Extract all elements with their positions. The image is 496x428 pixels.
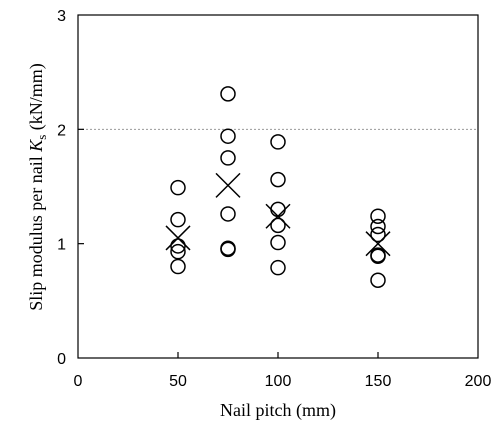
mean-marker-stroke [215, 172, 241, 198]
data-point-circle [270, 201, 286, 218]
data-point-circle [220, 206, 236, 222]
data-point-circle [220, 86, 236, 102]
x-axis-title: Nail pitch (mm) [220, 400, 336, 421]
x-tick-label: 150 [365, 373, 392, 390]
mean-marker-stroke [265, 203, 291, 229]
data-point-circle [270, 259, 286, 276]
data-points [165, 86, 391, 289]
mean-marker-x [365, 231, 391, 257]
data-point-circle [270, 134, 286, 150]
data-point-circle [170, 243, 186, 260]
y-axis-title-subscript: s [34, 135, 49, 140]
x-tick-label: 200 [465, 373, 492, 390]
data-point-circle [370, 247, 386, 263]
mean-marker-x [165, 225, 191, 251]
y-axis-title-prefix: Slip modulus per nail [26, 152, 46, 311]
data-point-circle [370, 272, 386, 289]
y-axis-title-suffix: (kN/mm) [26, 63, 47, 135]
data-point-circle [220, 150, 236, 166]
data-point-circle [220, 128, 236, 144]
data-point-circle [370, 218, 386, 235]
data-point-circle [170, 179, 186, 196]
y-tick-label: 0 [57, 351, 66, 368]
mean-marker-x [215, 172, 241, 198]
data-point-circle [220, 241, 236, 258]
y-tick-label: 2 [57, 122, 66, 139]
data-point-circle [270, 217, 286, 234]
mean-marker-stroke [365, 231, 391, 257]
data-point-circle [170, 258, 186, 275]
data-point-circle [220, 240, 236, 256]
data-point-circle [370, 226, 386, 243]
mean-marker-x [265, 203, 291, 229]
y-tick-label: 1 [57, 237, 66, 254]
axis-ticks: 0 50 100 150 200 0 1 2 3 [57, 8, 491, 390]
data-point-circle [370, 208, 386, 224]
x-tick-label: 0 [74, 373, 83, 390]
data-point-circle [370, 248, 386, 264]
mean-marker-stroke [165, 225, 191, 251]
y-axis-title-symbol: K [26, 139, 46, 153]
y-axis-title: Slip modulus per nail Ks (kN/mm) [26, 63, 49, 311]
data-point-circle [170, 211, 186, 228]
data-point-circle [270, 234, 286, 251]
y-tick-label: 3 [57, 8, 66, 25]
x-tick-label: 100 [265, 373, 292, 390]
data-point-circle [270, 171, 286, 188]
x-tick-label: 50 [169, 373, 187, 390]
